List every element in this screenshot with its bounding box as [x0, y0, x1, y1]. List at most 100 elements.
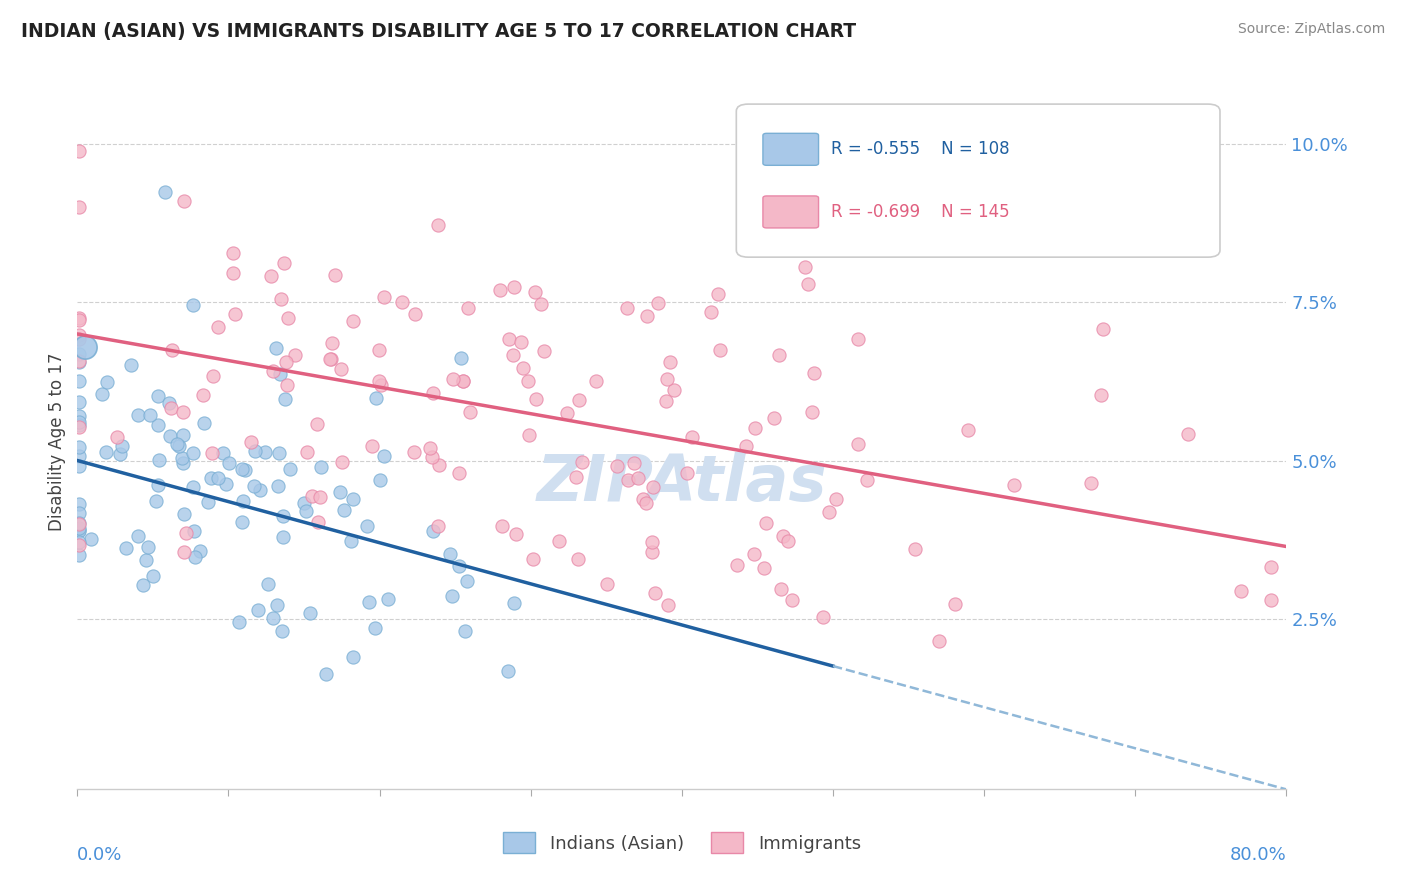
Point: [825, 491, 848, 506]
FancyBboxPatch shape: [763, 196, 818, 228]
Point: [262, 611, 284, 625]
Point: [422, 385, 444, 400]
Point: [173, 507, 195, 521]
Point: [498, 664, 520, 678]
Point: [277, 311, 299, 326]
Point: [309, 460, 332, 475]
Point: [585, 374, 607, 388]
Point: [274, 355, 297, 369]
Point: [491, 519, 513, 533]
Point: [517, 428, 540, 442]
Point: [127, 529, 149, 543]
Text: INDIAN (ASIAN) VS IMMIGRANTS DISABILITY AGE 5 TO 17 CORRELATION CHART: INDIAN (ASIAN) VS IMMIGRANTS DISABILITY …: [21, 22, 856, 41]
Point: [356, 519, 378, 533]
Point: [368, 343, 391, 357]
Text: Source: ZipAtlas.com: Source: ZipAtlas.com: [1237, 22, 1385, 37]
Point: [451, 374, 474, 388]
Point: [450, 351, 472, 366]
Point: [269, 367, 291, 381]
Point: [159, 429, 181, 443]
Point: [956, 423, 979, 437]
Point: [429, 458, 451, 472]
Point: [257, 576, 280, 591]
Point: [1092, 322, 1115, 336]
Point: [319, 351, 342, 366]
Point: [295, 445, 318, 459]
Point: [166, 437, 188, 451]
Point: [735, 439, 758, 453]
Point: [299, 606, 322, 620]
Point: [145, 493, 167, 508]
Point: [928, 634, 950, 648]
Point: [360, 439, 382, 453]
Point: [170, 450, 193, 465]
Point: [264, 341, 287, 355]
Point: [755, 516, 778, 530]
Point: [420, 450, 443, 464]
Point: [127, 408, 149, 422]
Legend: Indians (Asian), Immigrants: Indians (Asian), Immigrants: [495, 825, 869, 861]
Point: [183, 524, 205, 538]
Point: [139, 409, 162, 423]
Point: [142, 568, 165, 582]
Point: [132, 578, 155, 592]
Point: [267, 446, 290, 460]
Point: [419, 441, 441, 455]
Point: [67, 497, 90, 511]
Point: [627, 471, 650, 485]
Point: [222, 245, 245, 260]
Point: [67, 144, 90, 158]
Point: [67, 506, 90, 520]
Point: [120, 358, 142, 372]
Point: [67, 440, 90, 454]
Point: [249, 483, 271, 498]
Point: [273, 256, 295, 270]
Point: [641, 545, 664, 559]
Point: [321, 352, 343, 367]
Point: [426, 218, 449, 232]
Point: [567, 551, 589, 566]
Point: [1229, 583, 1251, 598]
Point: [215, 476, 238, 491]
FancyBboxPatch shape: [763, 133, 818, 165]
Point: [846, 436, 869, 450]
Point: [105, 430, 128, 444]
Point: [657, 598, 679, 612]
Point: [67, 459, 90, 474]
Point: [96, 445, 118, 459]
Point: [904, 541, 927, 556]
Point: [67, 537, 90, 551]
Text: R = -0.555    N = 108: R = -0.555 N = 108: [831, 140, 1010, 158]
Point: [1090, 387, 1112, 401]
Point: [1260, 560, 1282, 574]
Point: [503, 279, 526, 293]
Point: [555, 406, 578, 420]
Point: [1260, 593, 1282, 607]
Point: [228, 615, 250, 629]
Point: [67, 417, 90, 432]
Point: [67, 409, 90, 424]
Point: [752, 561, 775, 575]
Point: [426, 519, 449, 533]
FancyBboxPatch shape: [737, 104, 1220, 257]
Point: [135, 553, 157, 567]
Point: [240, 434, 263, 449]
Point: [709, 343, 731, 357]
Point: [340, 533, 363, 548]
Text: 80.0%: 80.0%: [1230, 847, 1286, 864]
Point: [67, 327, 90, 342]
Point: [207, 319, 229, 334]
Point: [404, 444, 426, 458]
Point: [641, 535, 664, 549]
Point: [368, 473, 391, 487]
Point: [596, 577, 619, 591]
Point: [782, 592, 804, 607]
Point: [568, 393, 591, 408]
Point: [270, 292, 292, 306]
Point: [794, 260, 817, 275]
Point: [1002, 477, 1025, 491]
Point: [190, 544, 212, 558]
Point: [218, 456, 240, 470]
Point: [233, 463, 256, 477]
Point: [323, 268, 346, 282]
